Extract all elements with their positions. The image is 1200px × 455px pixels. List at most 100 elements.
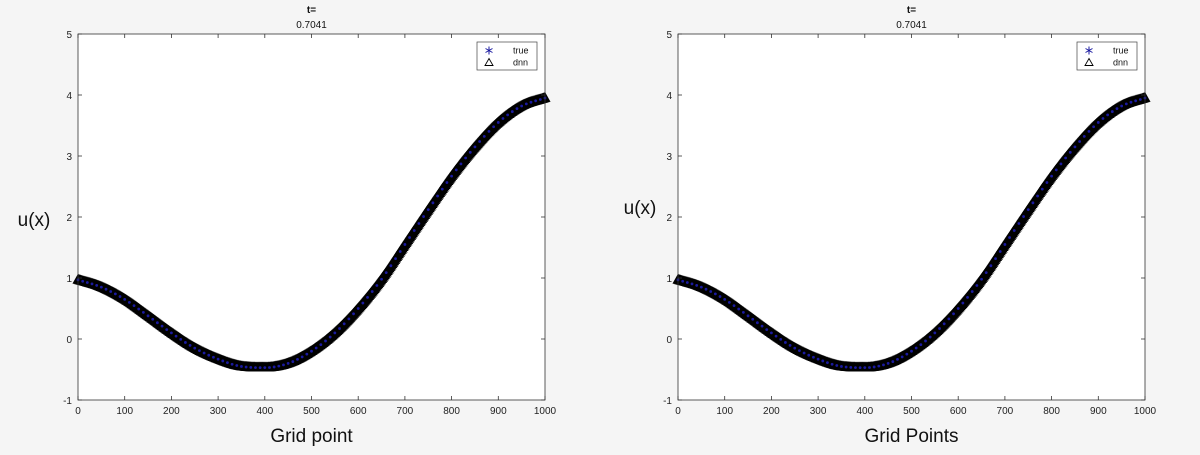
legend-label-dnn: dnn	[1113, 58, 1128, 68]
true-point	[422, 215, 425, 218]
true-point	[482, 134, 486, 138]
true-point	[95, 283, 99, 287]
true-point	[737, 307, 741, 311]
true-point	[515, 107, 519, 110]
true-point	[492, 125, 496, 129]
true-point	[445, 181, 449, 184]
true-point	[440, 187, 444, 191]
x-tick-label: 200	[763, 406, 780, 417]
data-curve	[72, 91, 551, 372]
true-point	[286, 362, 290, 365]
true-point	[155, 321, 159, 325]
legend: true dnn	[1076, 41, 1138, 71]
chart-panel-1: 0 100 200 300 400 500 600 700 800 900 1000-1012345…	[18, 5, 557, 447]
x-tick-label: 600	[950, 406, 967, 417]
true-point	[774, 334, 778, 338]
chart-title: t=	[307, 5, 316, 16]
true-point	[956, 307, 960, 310]
true-point	[793, 346, 797, 350]
true-point	[770, 331, 773, 335]
true-point	[244, 365, 248, 369]
true-point	[779, 337, 783, 341]
chart-subtitle: 0.7041	[296, 20, 327, 31]
true-point	[970, 290, 974, 293]
true-point	[202, 351, 206, 355]
x-tick-label: 400	[256, 406, 273, 417]
true-point	[170, 331, 173, 335]
true-point	[90, 282, 94, 286]
true-point	[910, 349, 913, 353]
true-point	[1087, 130, 1091, 133]
true-point	[468, 150, 472, 154]
true-point	[1096, 121, 1100, 124]
true-point	[487, 130, 491, 133]
asterisk-stroke	[1085, 48, 1093, 53]
true-point	[690, 282, 694, 286]
true-point	[1115, 107, 1119, 110]
true-point	[1017, 222, 1021, 225]
true-point	[695, 283, 699, 287]
true-point	[1078, 140, 1082, 143]
true-point	[230, 362, 234, 366]
true-point	[450, 174, 453, 178]
true-point	[113, 292, 117, 296]
true-point	[538, 98, 542, 101]
true-point	[506, 113, 510, 117]
true-point	[821, 359, 825, 363]
true-point	[179, 337, 183, 341]
true-point	[464, 156, 468, 160]
true-point	[310, 349, 313, 353]
true-point	[830, 362, 834, 366]
true-point	[732, 304, 736, 307]
true-point	[751, 317, 755, 321]
true-point	[1050, 174, 1053, 178]
true-point	[127, 300, 131, 304]
true-point	[361, 301, 365, 305]
y-tick-label: -1	[663, 396, 672, 407]
true-point	[727, 300, 731, 304]
true-point	[849, 366, 853, 369]
legend-true-marker-icon	[1085, 46, 1093, 55]
y-tick-label: 5	[666, 30, 672, 41]
true-point	[198, 349, 201, 353]
true-point	[765, 328, 769, 331]
true-point	[398, 250, 402, 253]
y-tick-label: 2	[66, 213, 72, 224]
true-point	[905, 352, 909, 356]
true-point	[496, 121, 500, 124]
chart-subtitle: 0.7041	[896, 20, 927, 31]
true-point	[882, 363, 885, 367]
true-point	[1045, 181, 1049, 184]
true-point	[872, 365, 876, 369]
x-tick-label: 100	[716, 406, 733, 417]
true-point	[510, 110, 514, 113]
true-point	[709, 290, 713, 293]
x-tick-label: 400	[856, 406, 873, 417]
true-point	[216, 357, 220, 361]
y-tick-label: 1	[666, 274, 672, 285]
true-point	[802, 351, 806, 355]
plot-area	[678, 34, 1145, 400]
true-point	[338, 327, 341, 330]
true-point	[263, 366, 267, 370]
true-point	[998, 250, 1002, 253]
true-point	[417, 222, 421, 225]
x-tick-label: 300	[810, 406, 827, 417]
true-point	[718, 295, 722, 298]
true-point	[235, 364, 239, 367]
true-point	[877, 364, 881, 368]
true-point	[314, 346, 318, 350]
true-point	[807, 353, 811, 357]
x-tick-label: 100	[116, 406, 133, 417]
true-point	[221, 359, 225, 363]
true-point	[384, 271, 388, 275]
true-point	[300, 355, 304, 359]
legend: true dnn	[476, 41, 538, 71]
true-point	[123, 297, 127, 301]
true-point	[1138, 98, 1142, 101]
true-point	[966, 296, 969, 299]
true-point	[160, 324, 164, 328]
true-point	[212, 355, 215, 359]
true-point	[788, 344, 792, 347]
